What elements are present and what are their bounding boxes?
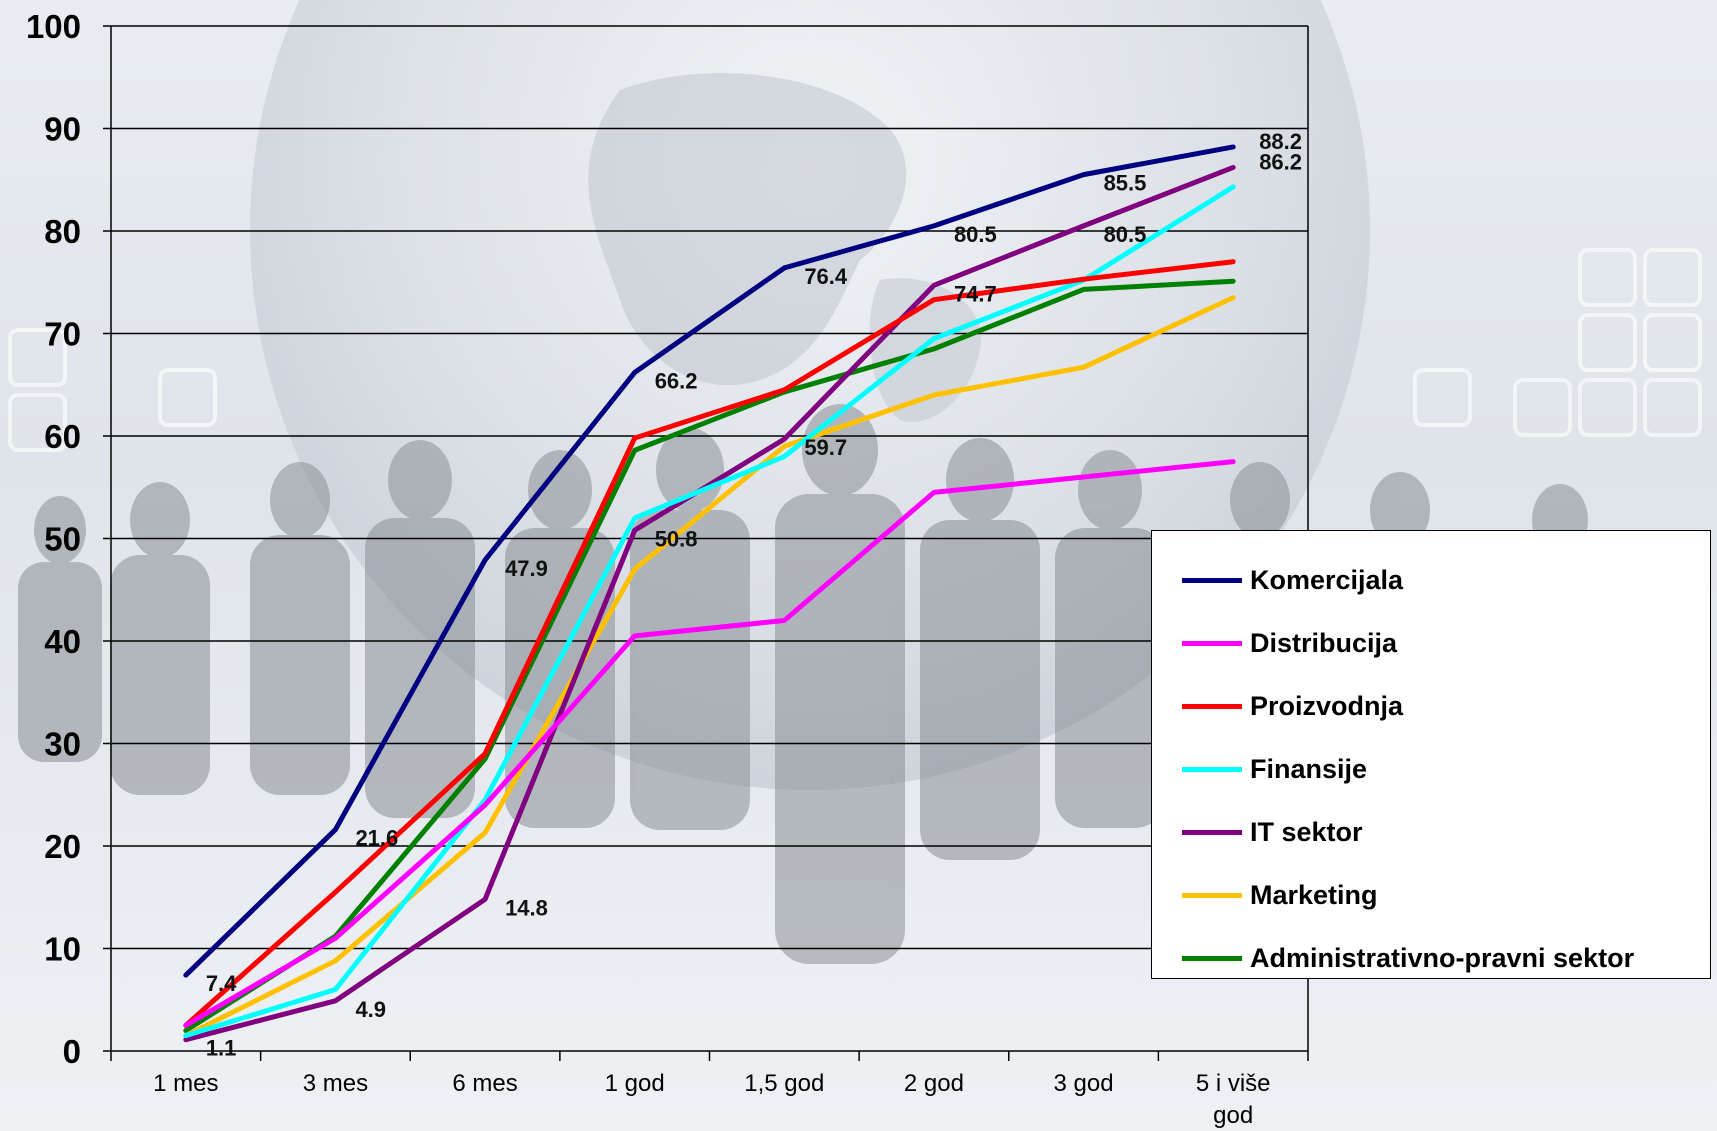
data-label: 59.7 <box>804 435 847 460</box>
legend-swatch <box>1182 955 1242 961</box>
y-tick-label: 80 <box>44 213 81 250</box>
legend-label: Proizvodnja <box>1250 690 1404 721</box>
legend-label: Administrativno-pravni sektor <box>1250 942 1635 973</box>
series-line-distribucija <box>183 459 1236 1028</box>
legend-item: Distribucija <box>1182 628 1397 658</box>
legend-item: IT sektor <box>1182 817 1363 847</box>
y-tick-label: 70 <box>44 316 81 353</box>
legend-label: Finansije <box>1250 753 1368 784</box>
continent-shape <box>588 73 907 386</box>
legend-swatch <box>1182 577 1242 583</box>
legend-swatch <box>1182 829 1242 835</box>
legend-swatch <box>1182 892 1242 898</box>
series-line-proizvodnja <box>183 259 1236 1028</box>
legend-item: Administrativno-pravni sektor <box>1182 943 1634 973</box>
x-tick-label: 1 mes <box>153 1070 218 1097</box>
legend-item: Marketing <box>1182 880 1378 910</box>
legend-label: IT sektor <box>1250 816 1363 847</box>
data-label: 66.2 <box>655 368 698 393</box>
y-axis-ticks: 0 10 20 30 40 50 60 70 80 90 100 <box>26 8 111 1070</box>
data-label: 47.9 <box>505 556 548 581</box>
data-label: 76.4 <box>804 264 848 289</box>
x-tick-label: 1 god <box>605 1070 665 1097</box>
series-line-it-sektor <box>183 164 1236 1043</box>
data-label: 14.8 <box>505 895 548 920</box>
y-tick-label: 40 <box>44 623 81 660</box>
data-label: 7.4 <box>206 971 237 996</box>
legend-item: Komercijala <box>1182 565 1403 595</box>
legend-label: Komercijala <box>1250 564 1404 595</box>
chart-legend: Komercijala Distribucija Proizvodnja Finans… <box>1151 530 1711 979</box>
data-label: 85.5 <box>1104 171 1147 196</box>
x-tick-label: 2 god <box>904 1070 964 1097</box>
legend-swatch <box>1182 640 1242 646</box>
x-tick-label: 3 god <box>1054 1070 1114 1097</box>
legend-label: Distribucija <box>1250 627 1398 658</box>
y-tick-label: 50 <box>44 521 81 558</box>
data-label: 21.6 <box>355 826 398 851</box>
legend-label: Marketing <box>1250 879 1378 910</box>
data-label: 86.2 <box>1259 149 1302 174</box>
data-label: 80.5 <box>1104 222 1147 247</box>
x-tick-label: 5 i više god <box>1196 1070 1271 1129</box>
decorative-squares <box>8 248 1702 452</box>
x-tick-label: 3 mes <box>303 1070 368 1097</box>
series-line-administrativno-pravni-sektor <box>183 278 1236 1033</box>
y-tick-label: 0 <box>63 1033 81 1070</box>
legend-swatch <box>1182 703 1242 709</box>
series-line-finansije <box>183 184 1236 1039</box>
y-tick-label: 100 <box>26 8 81 45</box>
data-label: 4.9 <box>355 997 386 1022</box>
y-tick-label: 90 <box>44 111 81 148</box>
data-labels: 7.4 21.6 47.9 66.2 76.4 80.5 85.5 88.2 1.1 4.9 14.… <box>206 129 1302 1061</box>
series-line-komercijala <box>183 144 1236 978</box>
x-tick-label: 6 mes <box>452 1070 517 1097</box>
y-tick-label: 10 <box>44 931 81 968</box>
data-label: 80.5 <box>954 222 997 247</box>
y-tick-label: 60 <box>44 418 81 455</box>
y-tick-label: 30 <box>44 726 81 763</box>
x-axis-ticks: 1 mes 3 mes 6 mes 1 god 1,5 god 2 god 3 god 5 i… <box>110 1051 1309 1129</box>
legend-item: Finansije <box>1182 754 1367 784</box>
data-label: 1.1 <box>206 1036 237 1061</box>
series-lines <box>183 144 1236 1043</box>
data-label: 50.8 <box>655 526 698 551</box>
x-tick-label: 1,5 god <box>744 1070 824 1097</box>
series-line-marketing <box>183 295 1236 1039</box>
y-tick-label: 20 <box>44 828 81 865</box>
legend-swatch <box>1182 766 1242 772</box>
legend-item: Proizvodnja <box>1182 691 1403 721</box>
data-label: 88.2 <box>1259 129 1302 154</box>
gridlines <box>111 25 1308 950</box>
data-label: 74.7 <box>954 281 997 306</box>
